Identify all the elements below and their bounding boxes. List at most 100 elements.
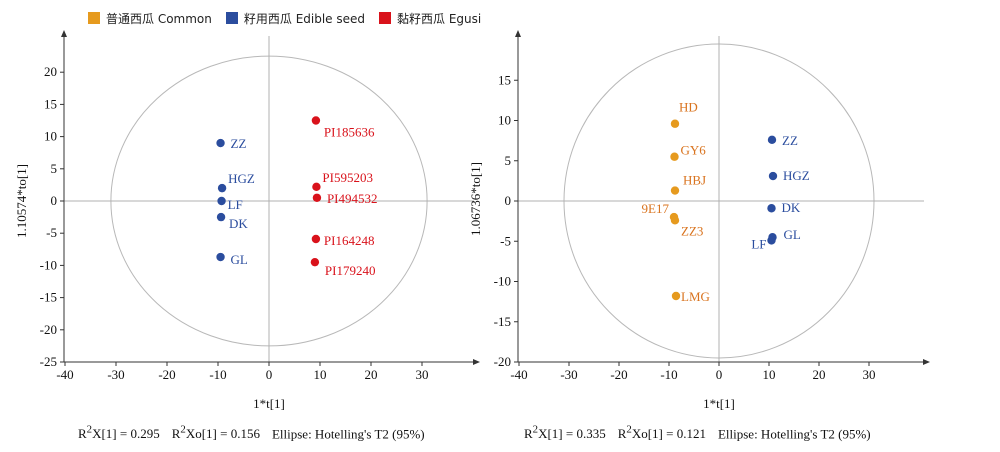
data-point xyxy=(670,119,680,128)
left-caption-r2xo: R2Xo[1] = 0.156 xyxy=(171,424,260,442)
data-label: 9E17 xyxy=(642,201,670,216)
x-tick-label: 10 xyxy=(763,367,776,382)
data-label: HD xyxy=(679,100,698,115)
left-caption-ellipse: Ellipse: Hotelling's T2 (95%) xyxy=(271,426,425,442)
x-tick-label: -20 xyxy=(610,367,627,382)
data-point xyxy=(312,182,321,192)
y-tick-label: 5 xyxy=(51,161,58,176)
y-tick-label: -5 xyxy=(500,233,511,248)
right-scatter-plot: -40 -30 -20 -10 0 10 20 30 -20 -15 -10 -5 0 5 10 15 1*t[… xyxy=(468,30,930,411)
data-point xyxy=(767,135,777,145)
data-point xyxy=(217,183,227,193)
legend-label-edible-seed: 籽用西瓜 Edible seed xyxy=(243,11,366,26)
x-tick-label: -20 xyxy=(158,367,175,382)
data-label: DK xyxy=(229,216,248,231)
x-tick-label: -40 xyxy=(510,367,527,382)
x-tick-label: 0 xyxy=(266,367,273,382)
data-point xyxy=(216,212,226,222)
y-tick-label: -20 xyxy=(40,322,57,337)
data-label: LMG xyxy=(681,289,710,304)
data-label: LF xyxy=(228,197,243,212)
x-tick-label: -10 xyxy=(660,367,677,382)
data-label: HGZ xyxy=(783,168,810,183)
x-tick-label: -40 xyxy=(56,367,73,382)
y-tick-label: 5 xyxy=(505,153,512,168)
y-tick-label: -5 xyxy=(46,225,57,240)
x-tick-label: 10 xyxy=(314,367,327,382)
data-label: GY6 xyxy=(681,143,707,158)
data-point xyxy=(312,193,322,202)
data-label: LF xyxy=(751,236,766,251)
y-tick-label: -10 xyxy=(40,257,57,272)
x-axis-arrow xyxy=(923,359,930,365)
y-tick-label: 15 xyxy=(498,72,511,87)
data-label: HGZ xyxy=(228,171,255,186)
x-tick-label: 0 xyxy=(716,367,723,382)
data-label: PI595203 xyxy=(322,170,373,185)
x-tick-label: 30 xyxy=(416,367,429,382)
y-tick-label: 0 xyxy=(51,193,58,208)
x-tick-label: -30 xyxy=(560,367,577,382)
data-label: PI494532 xyxy=(327,191,378,206)
y-tick-label: 20 xyxy=(44,64,57,79)
data-label: PI164248 xyxy=(324,233,375,248)
data-point xyxy=(670,186,680,195)
y-tick-label: 10 xyxy=(498,113,511,128)
data-label: ZZ xyxy=(782,133,798,148)
x-tick-label: 20 xyxy=(813,367,826,382)
y-tick-label: -15 xyxy=(40,290,57,305)
data-label: ZZ xyxy=(231,136,247,151)
y-tick-label: 15 xyxy=(44,96,57,111)
x-axis-arrow xyxy=(473,359,480,365)
right-caption-r2xo: R2Xo[1] = 0.121 xyxy=(617,424,706,442)
data-label: GL xyxy=(784,227,801,242)
data-point xyxy=(670,216,680,225)
y-axis-arrow xyxy=(61,30,67,37)
left-caption-r2x: R2X[1] = 0.295 xyxy=(78,424,160,442)
data-label: PI185636 xyxy=(324,125,375,140)
legend-swatch-common xyxy=(88,12,100,24)
data-label: PI179240 xyxy=(325,263,376,278)
data-label: ZZ3 xyxy=(681,223,703,238)
legend-item-edible-seed: 籽用西瓜 Edible seed xyxy=(225,10,366,27)
legend-item-egusi: 黏籽西瓜 Egusi xyxy=(379,10,481,27)
y-tick-label: 10 xyxy=(44,129,57,144)
legend-label-egusi: 黏籽西瓜 Egusi xyxy=(397,11,482,26)
y-tick-label: -20 xyxy=(494,354,511,369)
x-axis-label: 1*t[1] xyxy=(253,396,285,411)
data-label: HBJ xyxy=(683,173,706,188)
data-point xyxy=(767,236,776,245)
data-point xyxy=(767,204,776,213)
data-label: GL xyxy=(231,252,248,267)
data-point xyxy=(671,291,681,301)
right-caption-r2x: R2X[1] = 0.335 xyxy=(524,424,606,442)
y-tick-label: 0 xyxy=(505,193,512,208)
x-tick-label: 30 xyxy=(863,367,876,382)
left-plot-caption: R2X[1] = 0.295 R2Xo[1] = 0.156 Ellipse: Ho… xyxy=(78,424,425,442)
data-point xyxy=(670,152,679,161)
y-axis-label: 1.06736*to[1] xyxy=(468,162,483,236)
y-tick-label: -25 xyxy=(40,354,57,369)
y-tick-label: -15 xyxy=(494,314,511,329)
x-tick-label: 20 xyxy=(365,367,378,382)
legend-swatch-egusi xyxy=(379,12,392,24)
data-point xyxy=(310,257,320,267)
y-tick-label: -10 xyxy=(494,274,511,289)
legend-swatch-edible-seed xyxy=(225,12,238,24)
data-point xyxy=(311,116,321,125)
legend: 普通西瓜 Common 籽用西瓜 Edible seed 黏籽西瓜 Egusi xyxy=(88,8,495,28)
data-point xyxy=(217,196,226,206)
legend-item-common: 普通西瓜 Common xyxy=(88,10,212,27)
legend-label-common: 普通西瓜 Common xyxy=(106,11,212,26)
data-point xyxy=(311,234,321,244)
y-axis-label: 1.10574*to[1] xyxy=(14,164,29,238)
x-tick-label: -30 xyxy=(107,367,124,382)
data-point xyxy=(768,171,778,181)
data-point xyxy=(216,252,225,262)
y-axis-arrow xyxy=(515,30,521,37)
left-scatter-plot: -40 -30 -20 -10 0 10 20 30 -25 -20 -15 -10 -5 0 5 10 15 2… xyxy=(14,30,480,411)
right-caption-ellipse: Ellipse: Hotelling's T2 (95%) xyxy=(717,426,871,442)
data-label: DK xyxy=(782,200,801,215)
x-tick-label: -10 xyxy=(209,367,226,382)
